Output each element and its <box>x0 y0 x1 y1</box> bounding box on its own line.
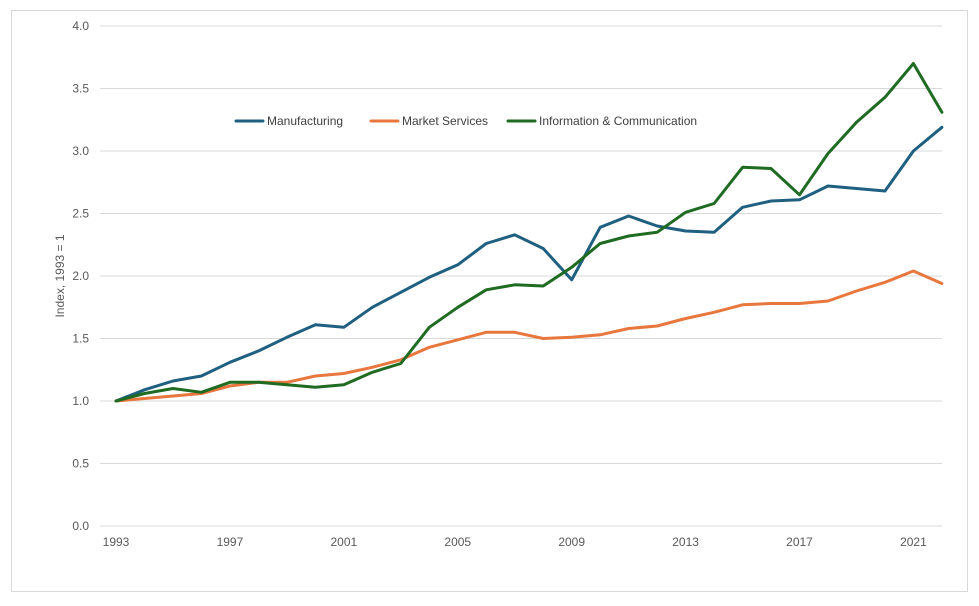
series-line-information-communication <box>114 62 944 403</box>
x-tick-label: 2021 <box>900 535 927 549</box>
legend-label-information-communication: Information & Communication <box>539 114 697 128</box>
y-tick-label: 0.0 <box>72 519 89 533</box>
y-tick-label: 2.0 <box>72 269 89 283</box>
chart-frame <box>11 10 968 592</box>
x-tick-label: 2017 <box>786 535 813 549</box>
x-tick-label: 1993 <box>103 535 130 549</box>
x-axis-ticks: 1993 1997 2001 2005 2009 2013 2017 2021 <box>103 535 927 549</box>
x-tick-label: 1997 <box>217 535 244 549</box>
y-tick-label: 3.5 <box>72 82 89 96</box>
x-tick-label: 2013 <box>672 535 699 549</box>
series-line-manufacturing <box>114 125 944 403</box>
y-tick-label: 1.5 <box>72 332 89 346</box>
x-tick-label: 2009 <box>558 535 585 549</box>
x-tick-label: 2001 <box>330 535 357 549</box>
legend: Manufacturing Market Services Information … <box>234 114 697 128</box>
y-tick-label: 1.0 <box>72 394 89 408</box>
legend-label-manufacturing: Manufacturing <box>267 114 343 128</box>
y-tick-label: 0.5 <box>72 457 89 471</box>
y-tick-label: 4.0 <box>72 19 89 33</box>
gridlines <box>100 25 942 527</box>
y-axis-ticks: 0.0 0.5 1.0 1.5 2.0 2.5 3.0 3.5 4.0 <box>72 19 89 533</box>
y-tick-label: 2.5 <box>72 207 89 221</box>
y-axis-title: Index, 1993 = 1 <box>53 234 67 317</box>
series-lines <box>114 62 944 403</box>
legend-label-market-services: Market Services <box>402 114 488 128</box>
x-tick-label: 2005 <box>444 535 471 549</box>
y-tick-label: 3.0 <box>72 144 89 158</box>
